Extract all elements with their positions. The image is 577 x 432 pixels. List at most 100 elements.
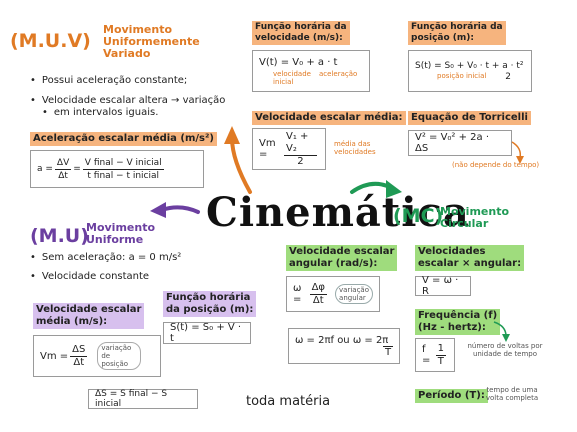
muv-vel-fn-box: V(t) = V₀ + a · t velocidade inicial ace…	[252, 50, 370, 92]
mc-ang-den: Δt	[312, 294, 324, 306]
arrow-to-mu	[160, 205, 200, 214]
muv-bullet-1: Possui aceleração constante;	[30, 75, 187, 87]
brand-logo: toda matéria	[246, 394, 331, 409]
mc-f-num: 1	[435, 342, 446, 356]
pos-fn-label-a: Função horária da	[411, 22, 503, 32]
muv-vm-den: 2	[297, 155, 304, 167]
vel-fn-label-b: velocidade (m/s):	[255, 33, 343, 43]
mc-freq-note: número de voltas por unidade de tempo	[467, 342, 543, 358]
mu-sub2: Uniforme	[86, 233, 144, 246]
mc-ang-num: Δφ	[309, 281, 328, 295]
muv-vm-label: Velocidade escalar média:	[252, 111, 406, 125]
accel-eq: =	[73, 164, 81, 174]
mc-vx-label-b: escalar × angular:	[418, 258, 522, 269]
mu-sub1: Movimento	[86, 221, 156, 234]
mc-code: (MC)	[393, 205, 444, 227]
accel-den: t final − t inicial	[87, 170, 160, 181]
mu-pos-label-a: Função horária	[166, 292, 251, 303]
arrow-freq	[493, 321, 507, 337]
main-title: Cinemática	[206, 189, 470, 236]
mu-pos-label: Função horária da posição (m):	[163, 291, 257, 317]
muv-vm-num: V₁ + V₂	[283, 131, 317, 156]
mu-bullet-1: Sem aceleração: a = 0 m/s²	[30, 252, 181, 264]
arrow-torricelli-head	[516, 156, 524, 164]
mc-sub1: Movimento	[440, 205, 510, 218]
arrow-to-mc-head	[386, 180, 402, 198]
muv-bullet-2b: em intervalos iguais.	[42, 107, 158, 119]
mc-ang-label-b: angular (rad/s):	[289, 258, 378, 269]
muv-sub3: Variado	[103, 47, 151, 60]
mc-freq-label: Frequência (f) (Hz - hertz):	[415, 309, 501, 335]
vel-fn-note-accel: aceleração	[319, 69, 358, 78]
mc-vx-label-a: Velocidades	[418, 246, 486, 257]
mu-ds-box: ΔS = S final − S inicial	[88, 389, 198, 409]
mu-ds: ΔS = S final − S inicial	[95, 389, 168, 409]
muv-vel-fn-label: Função horária da velocidade (m/s):	[252, 21, 350, 45]
mc-ang-label: Velocidade escalar angular (rad/s):	[286, 245, 398, 271]
muv-subtitle: Movimento Uniformemente Variado	[103, 24, 200, 60]
mu-vm-num: ΔS	[70, 343, 88, 357]
pos-fn-label-b: posição (m):	[411, 33, 474, 43]
mc-f-den: T	[437, 355, 444, 367]
mc-omega-den: T	[383, 345, 394, 358]
muv-code: (M.U.V)	[10, 30, 91, 52]
mu-vm-label-b: média (m/s):	[36, 316, 108, 327]
muv-pos-fn-box: S(t) = S₀ + V₀ · t + a · t² posição inic…	[408, 50, 532, 92]
vel-fn-label-a: Função horária da	[255, 22, 347, 32]
accel-dt: Δt	[58, 170, 68, 181]
mc-ang-label-a: Velocidade escalar	[289, 246, 395, 257]
mu-vm-box: Vm = ΔS Δt variação de posição	[33, 335, 161, 377]
muv-accel-formula: a = ΔV Δt = V final − V inicial t final − …	[30, 150, 204, 188]
mc-omega-eq: ω = 2πf ou ω = 2π	[295, 334, 389, 346]
arrow-to-muv-head	[224, 126, 240, 144]
muv-accel-label: Aceleração escalar média (m/s²)	[30, 132, 217, 146]
muv-bullet-2: Velocidade escalar altera → variação	[30, 95, 226, 107]
mu-pos-fn: S(t) = S₀ + V · t	[170, 322, 242, 344]
muv-bullet-2b-text: em intervalos iguais.	[53, 107, 159, 118]
mu-vm-note: variação de posição	[97, 342, 142, 370]
mu-vm-label-a: Velocidade escalar	[36, 304, 142, 315]
muv-vm-note: média das velocidades	[334, 140, 376, 156]
mc-ang-lhs: ω =	[293, 283, 302, 305]
vel-fn-note-initial: velocidade inicial	[273, 69, 311, 86]
arrow-to-muv	[230, 136, 252, 194]
pos-fn: S(t) = S₀ + V₀ · t + a · t²	[415, 60, 524, 71]
mu-subtitle: Movimento Uniforme	[86, 222, 155, 246]
mc-omega-box: ω = 2πf ou ω = 2π T	[288, 328, 400, 364]
mc-freq-label-b: (Hz - hertz):	[418, 322, 486, 333]
muv-sub1: Movimento	[103, 23, 173, 36]
muv-vm-box: Vm = V₁ + V₂ 2	[252, 128, 326, 170]
mc-freq-label-a: Frequência (f)	[418, 310, 498, 321]
accel-dv: ΔV	[54, 157, 72, 170]
accel-a: a =	[37, 164, 53, 174]
arrow-torricelli	[511, 141, 522, 159]
mc-ang-note: variação angular	[335, 284, 373, 304]
mu-pos-label-b: da posição (m):	[166, 304, 254, 315]
muv-pos-fn-label: Função horária da posição (m):	[408, 21, 506, 45]
mu-vm-den: Δt	[73, 356, 85, 368]
mu-pos-box: S(t) = S₀ + V · t	[163, 322, 251, 344]
mu-code: (M.U)	[30, 225, 89, 247]
muv-vm-lhs: Vm =	[259, 138, 276, 160]
mu-vm-label: Velocidade escalar média (m/s):	[33, 303, 145, 329]
mc-subtitle: Movimento Circular	[440, 206, 509, 230]
torricelli-box: V² = V₀² + 2a · ΔS	[408, 130, 512, 156]
pos-fn-note: posição inicial	[437, 71, 487, 80]
vel-fn: V(t) = V₀ + a · t	[259, 56, 338, 68]
pos-fn-den: 2	[505, 71, 511, 82]
muv-sub2: Uniformemente	[103, 35, 200, 48]
torricelli-formula: V² = V₀² + 2a · ΔS	[415, 132, 490, 154]
mc-sub2: Circular	[440, 217, 489, 230]
mc-period-label: Período (T):	[415, 389, 488, 403]
torricelli-note: (não depende do tempo)	[452, 161, 540, 169]
mu-bullet-2: Velocidade constante	[30, 271, 149, 283]
mu-vm-lhs: Vm =	[40, 350, 69, 362]
arrow-freq-head	[502, 334, 510, 342]
mc-ang-box: ω = Δφ Δt variação angular	[286, 276, 380, 312]
accel-num: V final − V inicial	[82, 157, 164, 170]
mc-vx-box: V = ω · R	[415, 275, 471, 297]
arrow-to-mu-head	[150, 202, 166, 218]
mc-vx-label: Velocidades escalar × angular:	[415, 245, 525, 271]
torricelli-label: Equação de Torricelli	[408, 111, 531, 125]
